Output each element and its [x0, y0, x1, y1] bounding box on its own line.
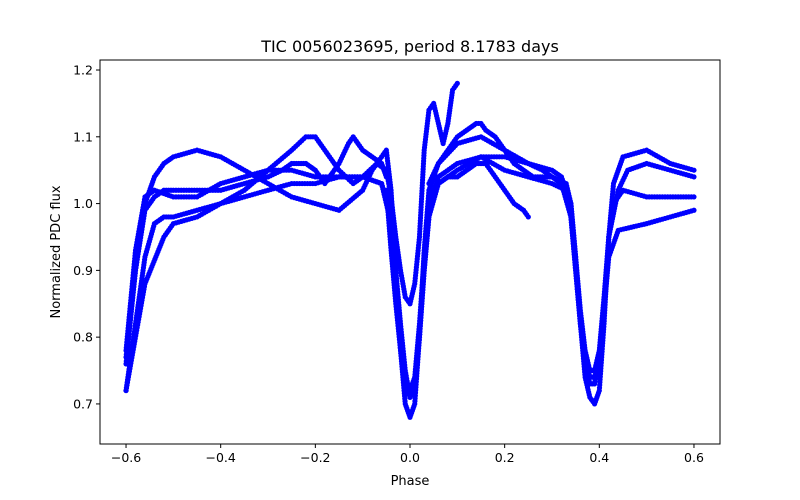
x-tick-label: 0.6 — [684, 450, 704, 465]
data-series-6 — [426, 120, 697, 374]
y-tick-label: 1.0 — [73, 196, 93, 211]
plot-area — [123, 80, 697, 420]
data-series-7 — [383, 160, 531, 400]
chart-title: TIC 0056023695, period 8.1783 days — [260, 37, 559, 56]
y-tick-label: 1.2 — [73, 63, 93, 78]
data-point — [454, 80, 460, 86]
x-tick-label: −0.6 — [111, 450, 141, 465]
data-point — [691, 174, 697, 180]
y-tick-label: 0.7 — [73, 396, 93, 411]
x-tick-label: 0.0 — [400, 450, 420, 465]
data-point — [525, 214, 531, 220]
axes-frame — [99, 59, 721, 445]
x-tick-label: −0.4 — [206, 450, 236, 465]
x-axis-label: Phase — [391, 474, 430, 489]
y-tick-label: 1.1 — [73, 129, 93, 144]
data-point — [691, 207, 697, 213]
data-point — [691, 167, 697, 173]
data-series-4 — [123, 134, 389, 360]
x-tick-label: −0.2 — [300, 450, 330, 465]
x-axis-ticks: −0.6 −0.4 −0.2 0.0 0.2 0.4 0.6 — [111, 444, 704, 465]
data-point — [691, 194, 697, 200]
x-tick-label: 0.4 — [589, 450, 609, 465]
y-axis-label: Normalized PDC flux — [49, 185, 64, 318]
y-tick-label: 0.8 — [73, 330, 93, 345]
data-point — [383, 174, 389, 180]
y-axis-ticks: 0.7 0.8 0.9 1.0 1.1 1.2 — [73, 63, 100, 411]
x-tick-label: 0.2 — [495, 450, 515, 465]
y-tick-label: 0.9 — [73, 263, 93, 278]
